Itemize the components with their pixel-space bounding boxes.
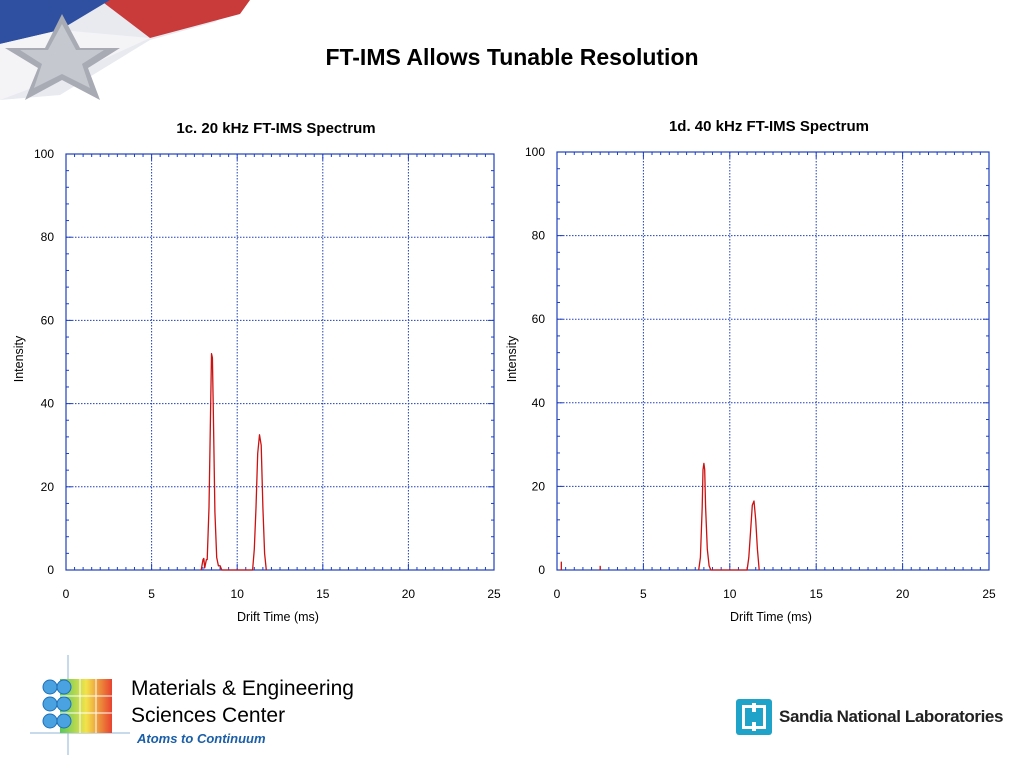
y-axis-label: Intensity [505,335,519,382]
chart-title: 1d. 40 kHz FT-IMS Spectrum [669,118,869,135]
x-tick-label: 25 [982,587,996,601]
x-tick-label: 25 [487,587,501,601]
x-tick-label: 5 [148,587,155,601]
series-line [698,462,760,571]
org-name-line1: Materials & Engineering [131,677,354,700]
y-tick-label: 0 [47,563,54,577]
y-tick-label: 100 [525,145,545,159]
x-tick-label: 10 [723,587,737,601]
star-decoration [0,0,250,100]
sandia-logo-icon [736,699,772,735]
org-name-line2: Sciences Center [131,704,286,727]
x-tick-label: 15 [810,587,824,601]
y-tick-label: 80 [41,230,55,244]
plot-frame [556,151,990,571]
x-axis-label: Drift Time (ms) [237,610,319,624]
y-tick-label: 20 [532,479,546,493]
y-axis-label: Intensity [12,335,26,382]
y-tick-label: 80 [532,229,546,243]
y-tick-label: 20 [41,480,55,494]
x-tick-label: 0 [554,587,561,601]
x-tick-label: 10 [231,587,245,601]
chart-20khz: 1c. 20 kHz FT-IMS Spectrum Drift Time (m… [12,120,501,624]
y-tick-label: 40 [532,396,546,410]
x-tick-label: 20 [896,587,910,601]
series-line [200,353,267,571]
x-tick-label: 15 [316,587,330,601]
y-tick-label: 100 [34,147,54,161]
x-tick-label: 20 [402,587,416,601]
mesc-logo-icon [30,655,130,755]
y-tick-label: 40 [41,397,55,411]
chart-40khz: 1d. 40 kHz FT-IMS Spectrum Drift Time (m… [505,118,996,624]
sandia-lab-name: Sandia National Laboratories [779,707,1004,726]
x-axis-label: Drift Time (ms) [730,610,812,624]
x-tick-label: 0 [63,587,70,601]
x-tick-label: 5 [640,587,647,601]
y-tick-label: 60 [532,312,546,326]
y-tick-label: 0 [538,563,545,577]
slide-title: FT-IMS Allows Tunable Resolution [325,44,699,70]
org-tagline: Atoms to Continuum [137,731,266,746]
chart-title: 1c. 20 kHz FT-IMS Spectrum [176,120,375,137]
y-tick-label: 60 [41,313,55,327]
plot-frame [65,153,495,571]
